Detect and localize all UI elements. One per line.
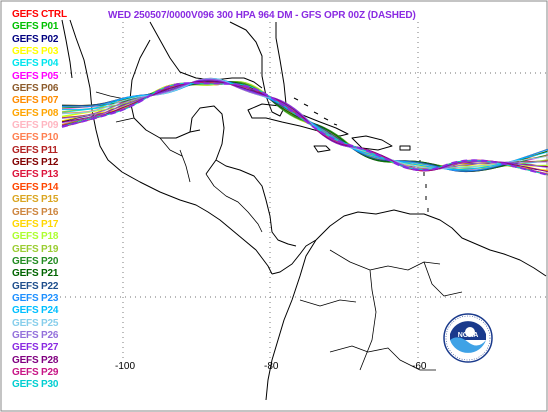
legend-item: GEFS P16 [12,206,59,218]
contour-line [61,81,548,171]
mexico-pacific-coast [69,19,273,275]
legend-item: GEFS P08 [12,107,59,119]
contour-line [61,80,548,173]
contour-line [61,81,548,171]
jamaica [313,145,331,153]
coastlines [61,19,547,401]
legend-item: GEFS P04 [12,58,59,70]
contour-line [61,78,548,170]
legend-item: GEFS P14 [12,181,59,193]
lon-label: -100 [115,361,136,372]
legend-item: GEFS P18 [12,231,59,243]
contour-line [61,81,548,167]
contour-line [61,81,548,167]
contour-line [62,77,548,170]
south-america-west-coast [265,239,317,401]
legend-item: GEFS P22 [12,280,59,292]
graticule [60,22,548,358]
legend-item: GEFS P19 [12,243,59,255]
contour-line [61,77,548,170]
gfs-opr-dashed-line [61,82,548,176]
legend-item: GEFS P03 [12,46,59,58]
baja-coast [61,19,73,79]
bahamas [293,97,338,126]
contour-line [61,78,548,170]
south-america-north-coast [315,209,547,277]
contour-line [61,80,548,169]
legend-item: GEFS P10 [12,132,59,144]
legend-item: GEFS P11 [12,144,58,156]
legend-item: GEFS P09 [12,120,59,132]
legend-item: GEFS P24 [12,305,59,317]
puerto-rico [399,145,411,151]
legend-item: GEFS P28 [12,354,59,366]
legend-item: GEFS P20 [12,255,59,267]
lon-label: -60 [412,361,427,372]
central-america-borders [95,91,263,233]
contour-line [61,79,548,171]
contour-line [61,80,548,172]
legend-item: GEFS P21 [12,268,59,280]
legend-item: GEFS P15 [12,194,59,206]
panama [271,239,317,275]
contour-line [61,78,548,172]
contour-line [61,78,548,172]
contour-line [61,77,548,171]
ensemble-legend: GEFS CTRL GEFS P01 GEFS P02 GEFS P03 GEFS P0… [12,9,67,392]
cuba [247,103,349,137]
logo-text: NOAA [458,332,479,339]
legend-item: GEFS P06 [12,83,59,95]
legend-item: GEFS P12 [12,157,59,169]
noaa-logo: NOAA [443,313,493,363]
legend-item: GEFS P01 [12,21,59,33]
legend-item: GEFS P23 [12,292,59,304]
page-title: WED 250507/0000V096 300 HPA 964 DM - GFS… [108,10,416,21]
legend-item: GEFS P07 [12,95,59,107]
legend-item: GEFS P26 [12,329,59,341]
legend-item: GEFS P29 [12,366,59,378]
legend-item: GEFS CTRL [12,9,67,20]
lon-label: -80 [264,361,279,372]
contour-line [61,80,548,172]
yucatan [189,105,225,175]
central-america-caribbean-coast [215,159,297,247]
mexico-gulf-coast [129,39,201,139]
contour-line [61,80,548,172]
legend-item: GEFS P30 [12,379,59,391]
contour-line [61,77,548,170]
florida [229,21,287,117]
inland-borders [299,249,463,371]
contour-line [61,81,548,169]
legend-item: GEFS P05 [12,70,59,82]
legend-item: GEFS P02 [12,33,59,45]
contour-line [61,81,548,171]
legend-item: GEFS P25 [12,317,59,329]
contour-line [61,79,548,173]
legend-item: GEFS P27 [12,342,59,354]
contour-line [61,79,548,173]
legend-item: GEFS P17 [12,218,59,230]
legend-item: GEFS P13 [12,169,59,181]
contour-line [61,79,548,171]
